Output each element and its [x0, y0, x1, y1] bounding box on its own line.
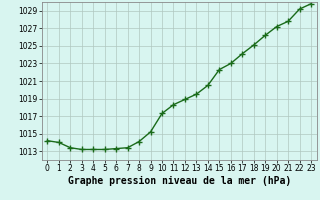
X-axis label: Graphe pression niveau de la mer (hPa): Graphe pression niveau de la mer (hPa) — [68, 176, 291, 186]
